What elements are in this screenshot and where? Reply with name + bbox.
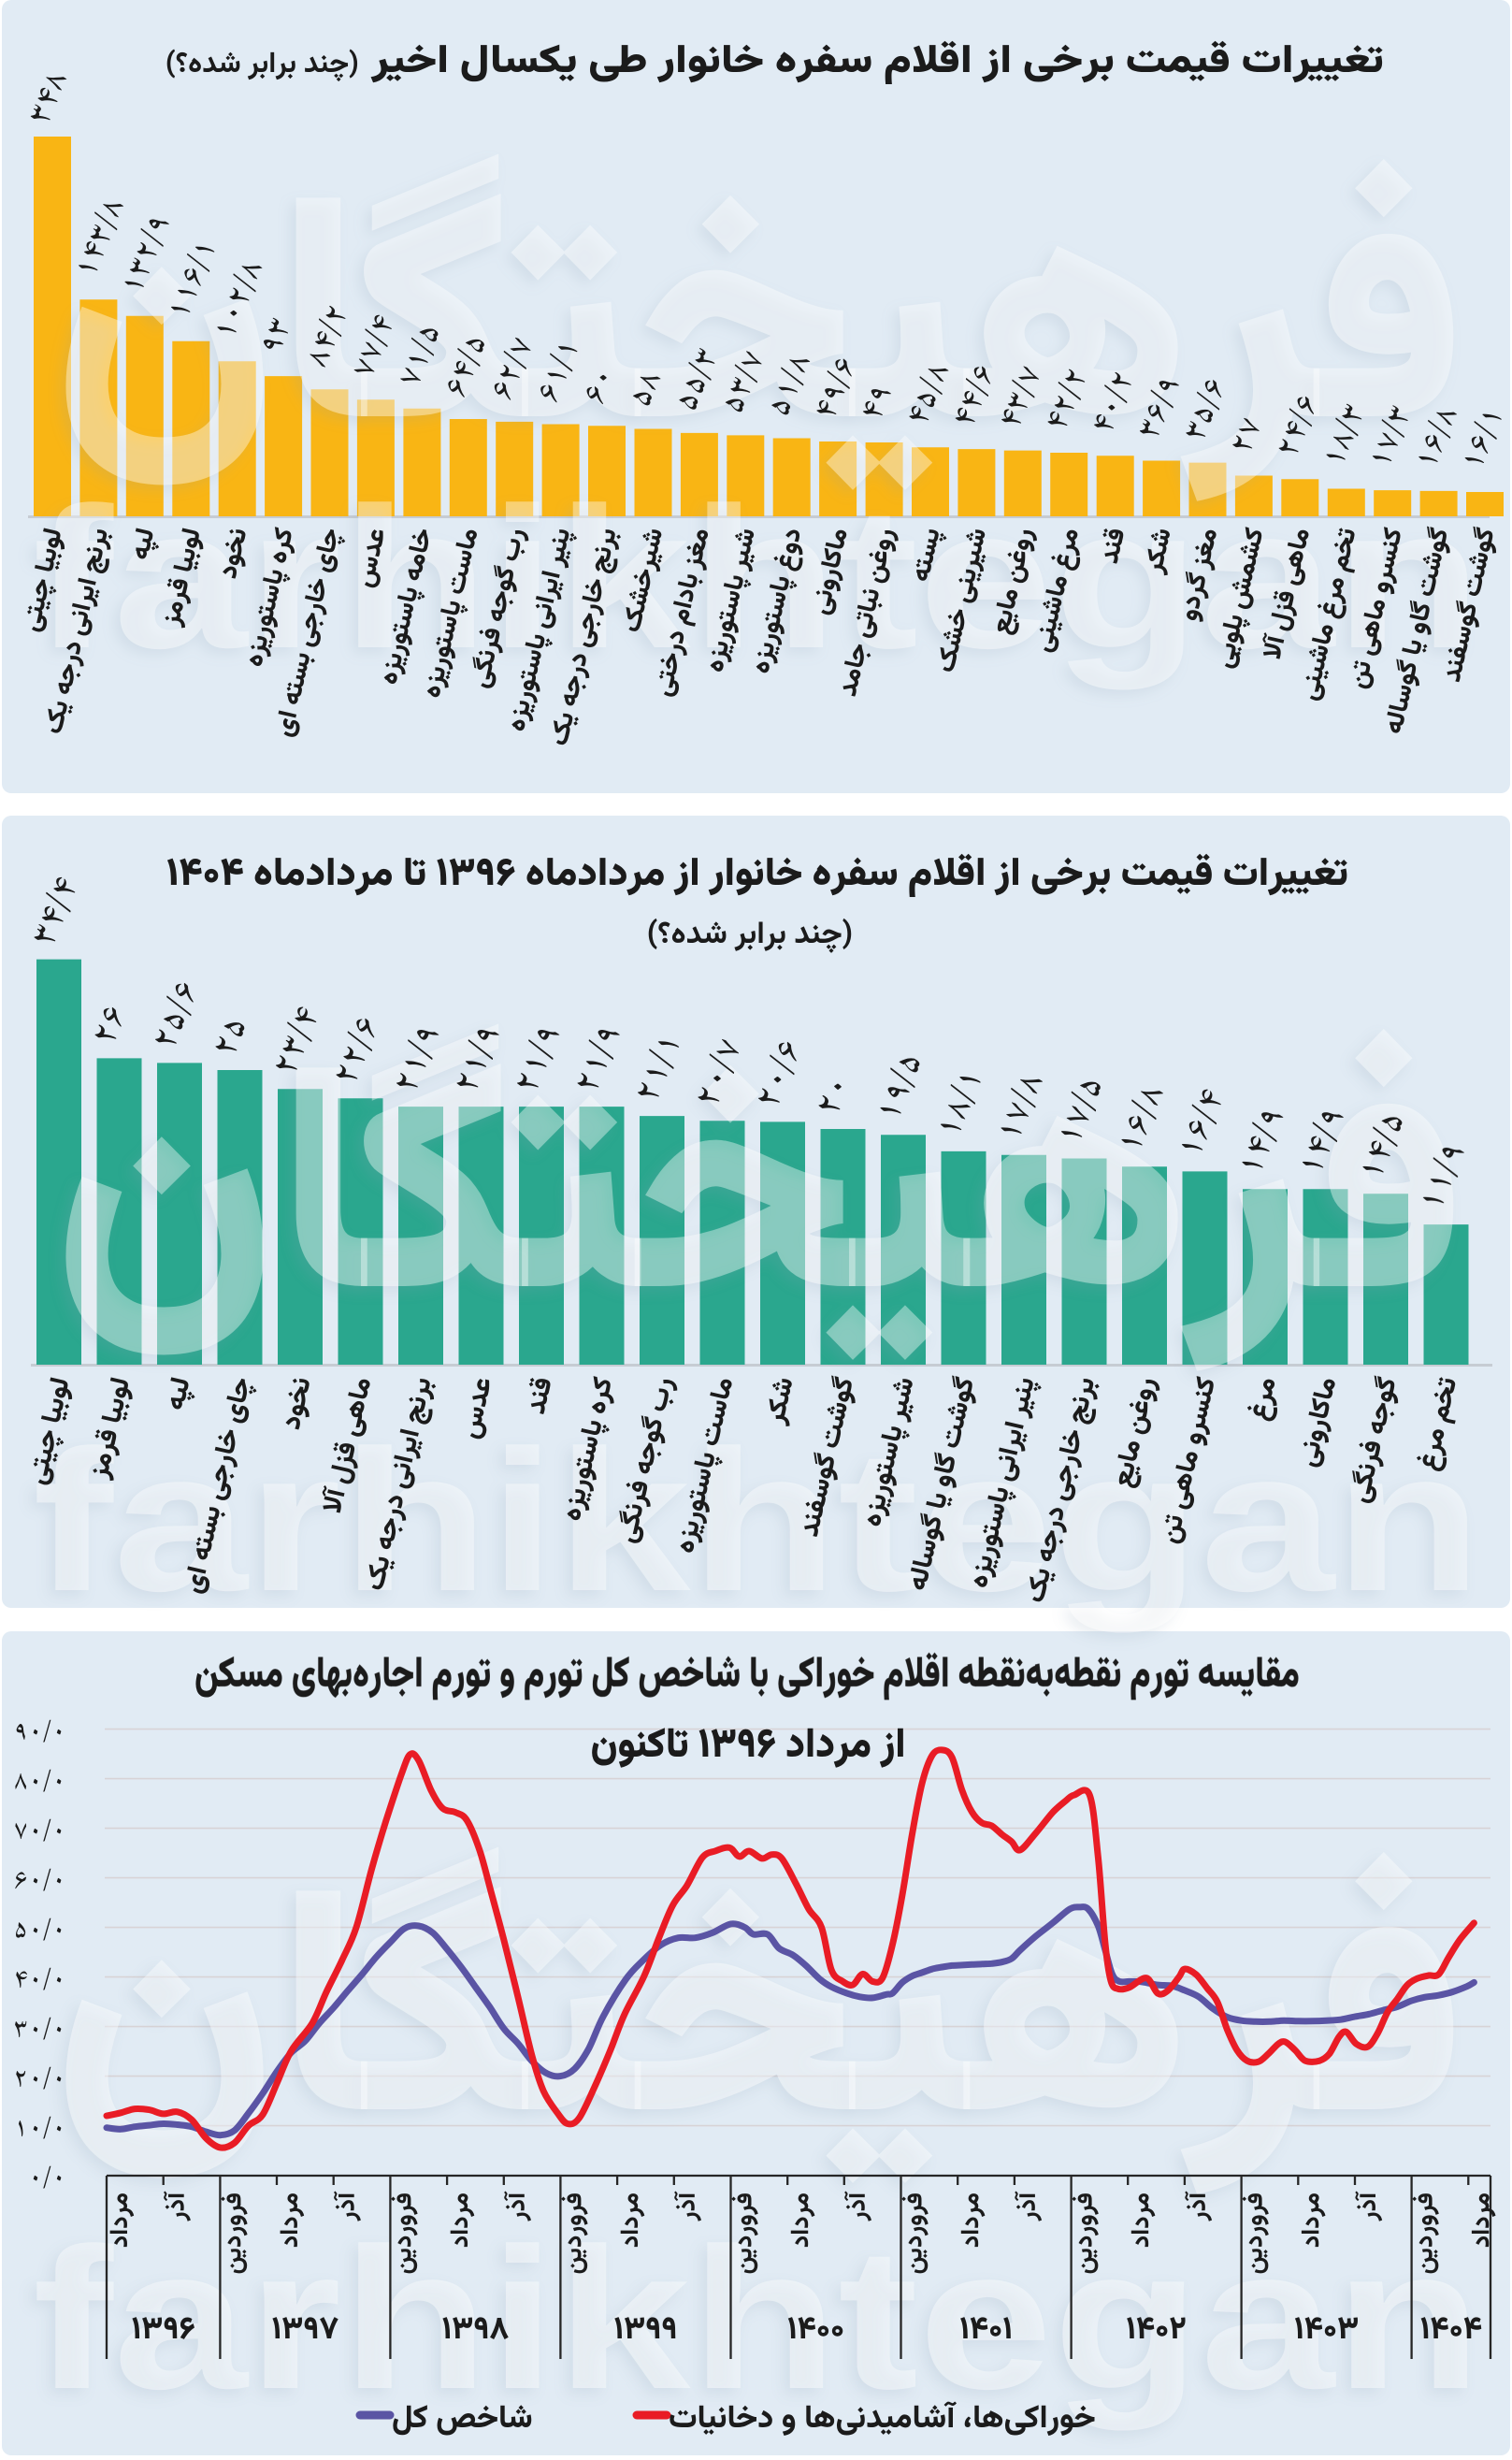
svg-text:farhikhtegan: farhikhtegan: [33, 2206, 1482, 2431]
svg-text:farhikhtegan: farhikhtegan: [33, 465, 1482, 690]
svg-text:farhikhtegan: farhikhtegan: [33, 1408, 1482, 1633]
